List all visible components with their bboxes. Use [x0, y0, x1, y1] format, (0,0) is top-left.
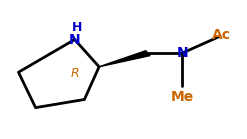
- Text: Me: Me: [170, 90, 194, 104]
- Text: N: N: [176, 46, 188, 60]
- Text: N: N: [69, 33, 81, 47]
- Polygon shape: [99, 51, 150, 67]
- Text: H: H: [72, 21, 82, 34]
- Text: Ac: Ac: [212, 28, 231, 42]
- Text: R: R: [70, 67, 79, 80]
